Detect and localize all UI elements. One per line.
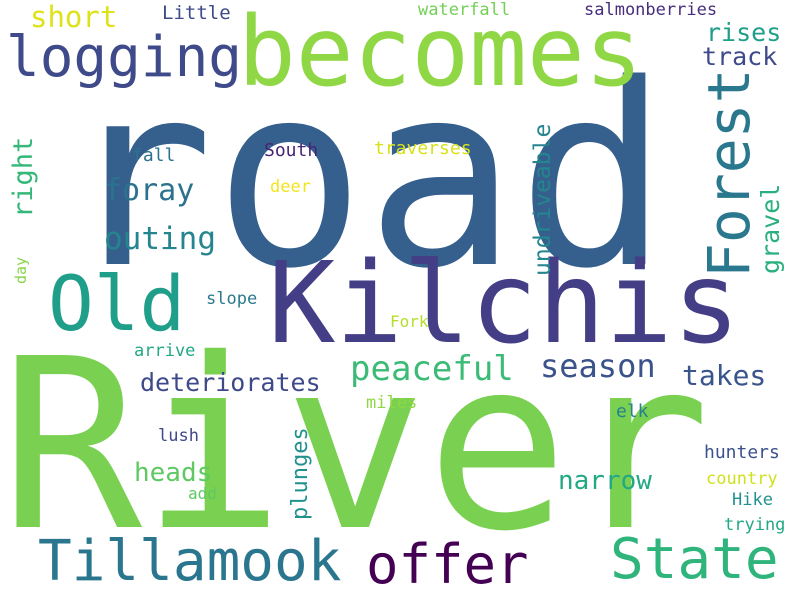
word-season: season [540,347,656,385]
word-country: country [706,469,778,489]
word-traverses: traverses [374,138,472,159]
word-slope: slope [206,289,258,309]
word-trying: trying [724,515,786,535]
word-undriveable: undriveable [530,123,556,276]
word-hike: Hike [732,490,773,510]
word-lush: lush [158,426,199,446]
word-day: day [12,256,30,284]
word-hunters: hunters [704,442,780,463]
word-add: add [188,484,217,503]
word-deer: deer [270,177,311,197]
word-miles: miles [366,393,418,413]
word-right: right [8,136,39,218]
word-arrive: arrive [134,341,196,361]
word-river: River [0,308,711,583]
word-forest: Forest [695,68,763,278]
word-old: Old [48,259,186,348]
word-narrow: narrow [558,466,652,496]
word-logging: logging [6,25,243,90]
word-track: track [702,42,778,71]
word-becomes: becomes [238,0,643,108]
word-tillamook: Tillamook [38,529,342,594]
word-state: State [610,527,779,592]
word-waterfall: waterfall [418,0,511,20]
word-kilchis: Kilchis [268,239,741,369]
word-takes: takes [682,359,767,392]
word-fall: fall [132,145,176,166]
word-heads: heads [134,458,213,488]
word-gravel: gravel [756,183,785,274]
word-salmonberries: salmonberries [584,0,718,20]
word-offer: offer [366,533,529,596]
word-short: short [30,0,118,34]
word-peaceful: peaceful [350,349,514,389]
word-foray: foray [104,173,195,208]
word-outing: outing [104,221,216,257]
word-little: Little [162,2,231,24]
word-road: road [62,31,669,324]
word-deteriorates: deteriorates [140,368,321,397]
word-rises: rises [706,18,782,47]
word-fork: Fork [390,312,429,331]
word-plunges: plunges [288,427,313,520]
word-south: South [264,140,319,161]
word-elk: elk [616,401,649,422]
